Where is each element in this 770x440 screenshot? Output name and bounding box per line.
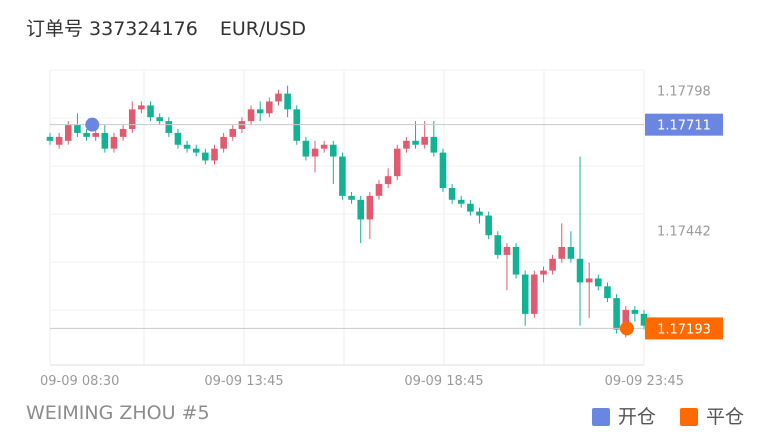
candle-body xyxy=(366,195,374,220)
candle-body xyxy=(640,313,648,326)
candle-body xyxy=(384,176,392,185)
candle-body xyxy=(412,140,419,145)
close-price-tag: 1.17193 xyxy=(657,322,711,337)
legend-close-label: 平仓 xyxy=(705,406,744,428)
candle-body xyxy=(613,298,620,330)
x-tick-label: 09-09 13:45 xyxy=(204,374,283,389)
open-marker xyxy=(85,117,100,132)
candle-body xyxy=(439,152,447,188)
axis-labels: 1.17798 1.17442 1.17711 1.17193 09-09 08:30 0… xyxy=(40,84,723,389)
candle-body xyxy=(393,148,401,177)
candle-body xyxy=(138,105,145,110)
legend-open-label: 开仓 xyxy=(617,406,656,428)
candle-body xyxy=(540,270,547,275)
chart-grid xyxy=(49,69,645,366)
x-tick-label: 09-09 18:45 xyxy=(404,374,483,389)
candle-body xyxy=(92,132,99,137)
open-price-tag-bg xyxy=(645,113,723,136)
candle-body xyxy=(83,132,90,137)
legend-close-swatch xyxy=(679,408,698,426)
candle-body xyxy=(375,184,383,196)
candle-body xyxy=(183,144,191,149)
legend: 开仓 平仓 xyxy=(574,402,744,429)
candle-body xyxy=(174,132,182,145)
candle-body xyxy=(55,136,63,145)
candle-body xyxy=(457,199,465,204)
candle-body xyxy=(119,129,127,137)
candle-body xyxy=(512,247,520,275)
candle-body xyxy=(320,144,328,149)
candle-body xyxy=(256,109,264,114)
candle-body xyxy=(622,309,630,330)
open-price-tag: 1.17711 xyxy=(657,119,711,134)
candle-body xyxy=(567,247,575,259)
candle-body xyxy=(430,136,438,153)
candle-body xyxy=(284,93,291,110)
legend-open-swatch xyxy=(591,408,610,426)
candle-body xyxy=(110,136,118,149)
symbol-label: EUR/USD xyxy=(219,18,306,40)
x-tick-label: 09-09 23:45 xyxy=(605,374,684,389)
candle-body xyxy=(576,258,584,283)
x-tick-label: 09-09 08:30 xyxy=(40,374,119,389)
candle-body xyxy=(275,93,282,102)
legend-open: 开仓 xyxy=(591,402,656,429)
candle-body xyxy=(585,278,593,283)
candle-body xyxy=(631,309,639,314)
candle-body xyxy=(101,132,109,149)
candle-body xyxy=(339,156,346,196)
account-label: WEIMING ZHOU #5 xyxy=(26,402,210,424)
y-tick-label: 1.17442 xyxy=(657,224,711,239)
candle-body xyxy=(46,136,54,141)
candle-body xyxy=(403,140,410,149)
candle-body xyxy=(503,247,511,255)
candle-body xyxy=(604,286,611,299)
candle-body xyxy=(302,140,310,157)
candle-body xyxy=(549,258,556,271)
candle-body xyxy=(229,129,237,137)
candle-body xyxy=(74,125,81,133)
candle-body xyxy=(348,195,355,200)
close-price-tag-bg xyxy=(645,317,723,340)
candle-body xyxy=(156,117,163,122)
candle-body xyxy=(531,274,538,314)
candle-body xyxy=(330,144,337,157)
candle-body xyxy=(448,188,456,200)
candle-body xyxy=(128,109,136,129)
candle-body xyxy=(421,136,428,145)
candle-body xyxy=(192,148,200,153)
candle-body xyxy=(64,125,72,141)
candle-body xyxy=(247,109,255,122)
candle-body xyxy=(165,121,173,133)
candle-body xyxy=(211,148,218,161)
candle-body xyxy=(494,235,502,255)
candle-body xyxy=(476,211,483,216)
candles xyxy=(46,85,648,338)
order-number: 订单号 337324176 xyxy=(26,18,198,40)
candle-body xyxy=(202,152,209,161)
candle-body xyxy=(558,247,566,259)
candle-body xyxy=(357,199,364,220)
candle-body xyxy=(521,274,529,314)
order-header: 订单号 337324176 EUR/USD xyxy=(26,14,306,41)
candle-body xyxy=(266,101,273,114)
price-lines xyxy=(50,117,644,336)
y-tick-label: 1.17798 xyxy=(657,84,711,99)
candle-body xyxy=(147,105,154,118)
candle-body xyxy=(595,278,602,287)
candle-body xyxy=(311,148,319,157)
candle-body xyxy=(220,136,227,149)
legend-close: 平仓 xyxy=(679,402,744,429)
close-marker xyxy=(619,321,634,336)
candle-body xyxy=(467,203,474,212)
candle-body xyxy=(485,215,492,236)
